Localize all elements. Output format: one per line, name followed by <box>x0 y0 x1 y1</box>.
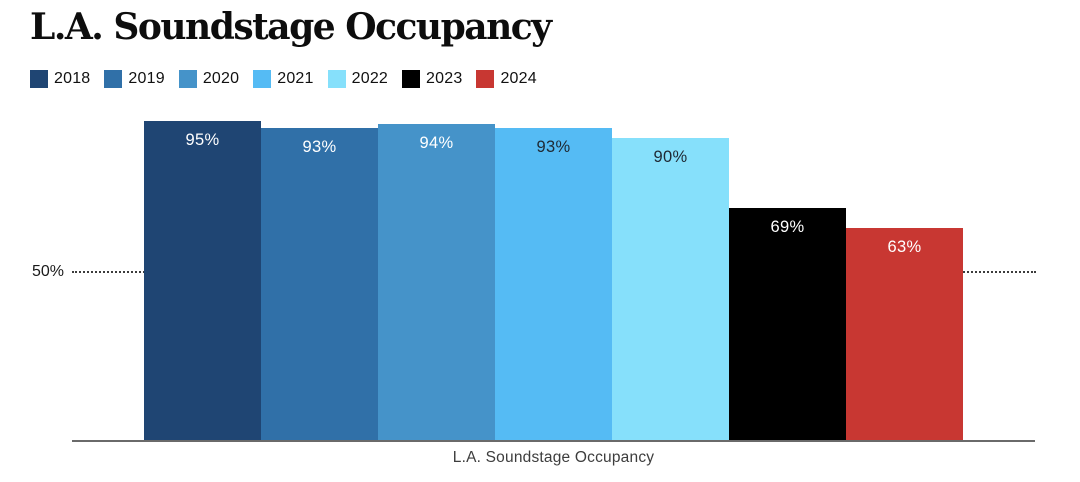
legend-swatch-2021 <box>253 70 272 88</box>
y-axis-tick-label-50: 50% <box>31 263 64 280</box>
legend-item-2022: 2022 <box>327 70 389 88</box>
legend-swatch-2019 <box>104 70 123 88</box>
legend-swatch-2018 <box>30 70 48 88</box>
x-axis-line <box>72 440 1035 442</box>
bar-value-label: 63% <box>887 238 922 256</box>
legend-item-2023: 2023 <box>402 70 462 88</box>
bar-2024: 63% <box>846 228 963 440</box>
legend-item-2021: 2021 <box>253 70 313 88</box>
x-axis-caption: L.A. Soundstage Occupancy <box>452 449 655 466</box>
legend-item-2020: 2020 <box>178 70 240 88</box>
legend-label: 2021 <box>277 70 314 87</box>
bar-2018: 95% <box>144 121 261 440</box>
bar-value-label: 90% <box>653 148 688 166</box>
legend-swatch-2020 <box>178 70 197 88</box>
bar-value-label: 93% <box>302 138 337 156</box>
bars-container: 95% 93% 94% 93% 90% 69% 63% <box>144 0 963 440</box>
bar-value-label: 93% <box>536 138 571 156</box>
legend-label: 2018 <box>54 70 91 87</box>
bar-value-label: 95% <box>185 131 220 149</box>
legend-swatch-2022 <box>327 70 346 88</box>
legend-label: 2020 <box>202 70 240 87</box>
bar-2020: 94% <box>378 124 495 440</box>
chart-title: L.A. Soundstage Occupancy <box>30 6 552 48</box>
bar-2023: 69% <box>729 208 846 440</box>
legend-label: 2022 <box>351 70 389 87</box>
legend-item-2019: 2019 <box>104 70 165 88</box>
legend-item-2024: 2024 <box>476 70 537 88</box>
bar-2019: 93% <box>261 128 378 440</box>
legend-swatch-2024 <box>476 70 495 88</box>
bar-value-label: 69% <box>770 218 805 236</box>
legend-swatch-2023 <box>402 70 421 88</box>
bar-2021: 93% <box>495 128 612 440</box>
legend-label: 2023 <box>426 70 463 87</box>
legend-label: 2024 <box>500 70 537 87</box>
legend-item-2018: 2018 <box>30 70 90 88</box>
legend: 2018 2019 2020 2021 2022 2023 2024 <box>30 70 537 88</box>
bar-2022: 90% <box>612 138 729 440</box>
legend-label: 2019 <box>128 70 165 87</box>
bar-value-label: 94% <box>419 134 454 152</box>
